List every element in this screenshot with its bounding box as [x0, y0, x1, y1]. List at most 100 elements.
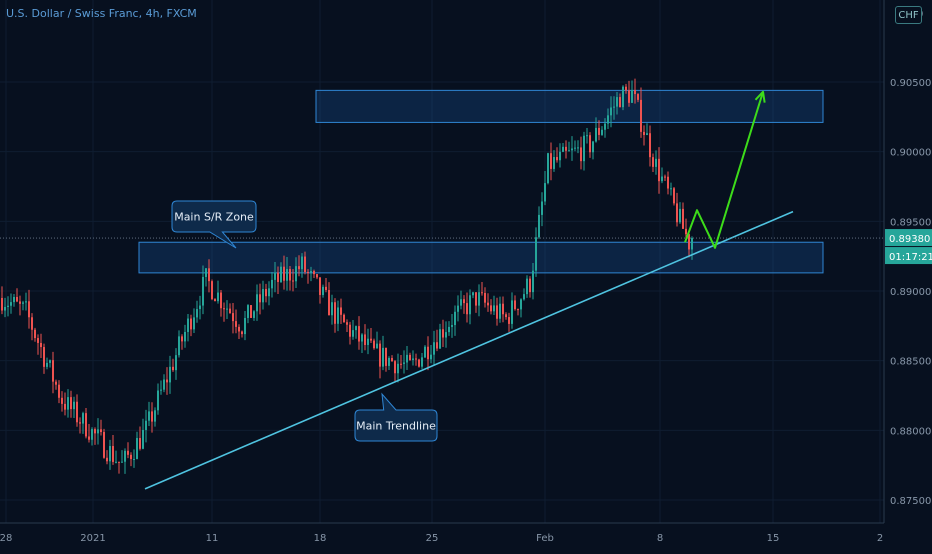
bear-candle: [565, 146, 567, 151]
bull-candle: [526, 278, 528, 295]
bear-candle: [685, 228, 687, 235]
bull-candle: [691, 238, 693, 250]
current-price-badge: [885, 229, 932, 247]
bear-candle: [223, 308, 225, 310]
bull-candle: [454, 311, 456, 326]
price-axis-bg: [884, 0, 932, 550]
bull-candle: [133, 458, 135, 460]
bear-candle: [550, 153, 552, 169]
bear-candle: [289, 269, 291, 281]
bear-candle: [298, 266, 300, 270]
main-trendline: [144, 210, 794, 490]
support-resistance-zone: [138, 241, 824, 274]
bear-candle: [496, 305, 498, 319]
bull-candle: [430, 354, 432, 360]
bear-candle: [316, 274, 318, 278]
candles: [1, 78, 693, 474]
bull-candle: [376, 343, 378, 349]
bear-candle: [481, 292, 483, 294]
bear-candle: [307, 271, 309, 273]
bear-candle: [415, 358, 417, 360]
bull-candle: [49, 360, 51, 363]
bear-candle: [265, 289, 267, 297]
price-tick-label: 0.87500: [890, 496, 931, 507]
bear-candle: [79, 422, 81, 424]
bear-candle: [61, 397, 63, 404]
bull-candle: [154, 410, 156, 422]
bear-candle: [52, 360, 54, 382]
bear-candle: [643, 131, 645, 135]
bear-candle: [466, 303, 468, 315]
time-axis-bg: [0, 523, 884, 550]
bull-candle: [538, 214, 540, 238]
bull-candle: [226, 308, 228, 310]
bear-candle: [235, 321, 237, 327]
price-tick-label: 0.90500: [890, 78, 931, 89]
bear-candle: [232, 313, 234, 322]
time-tick-label: Feb: [536, 533, 554, 544]
bear-candle: [373, 340, 375, 349]
bear-candle: [589, 135, 591, 153]
price-tick-label: 0.90000: [890, 148, 931, 159]
bear-candle: [112, 446, 114, 462]
bear-candle: [241, 331, 243, 335]
bull-candle: [202, 276, 204, 306]
bull-candle: [310, 271, 312, 273]
bear-candle: [409, 354, 411, 361]
time-tick-label: 25: [426, 533, 439, 544]
bear-candle: [211, 281, 213, 300]
bear-candle: [418, 359, 420, 367]
bull-candle: [301, 256, 303, 270]
bull-candle: [4, 306, 6, 311]
time-tick-label: 2: [877, 533, 883, 544]
bull-candle: [109, 446, 111, 462]
bull-candle: [535, 237, 537, 271]
bear-candle: [334, 302, 336, 324]
bear-candle: [166, 379, 168, 383]
bear-candle: [94, 429, 96, 434]
bear-candle: [172, 366, 174, 371]
bear-candle: [484, 292, 486, 303]
bull-candle: [178, 336, 180, 356]
bull-candle: [46, 362, 48, 367]
bear-candle: [688, 234, 690, 250]
bull-candle: [193, 317, 195, 330]
bear-candle: [103, 432, 105, 458]
bull-candle: [367, 338, 369, 345]
time-tick-label: 18: [314, 533, 327, 544]
bull-candle: [115, 461, 117, 463]
bull-candle: [142, 429, 144, 449]
bull-candle: [187, 318, 189, 332]
bull-candle: [559, 151, 561, 161]
callouts: Main S/R Zone Main Trendline: [171, 200, 438, 442]
bear-candle: [127, 450, 129, 455]
time-tick-label: 15: [767, 533, 780, 544]
bull-candle: [583, 135, 585, 162]
currency-badge[interactable]: CHF: [895, 6, 922, 24]
bear-candle: [370, 338, 372, 341]
chart-title: U.S. Dollar / Swiss Franc, 4h, FXCM: [6, 7, 197, 20]
bull-candle: [337, 307, 339, 324]
bear-candle: [658, 158, 660, 182]
bear-candle: [313, 271, 315, 275]
bear-candle: [634, 90, 636, 95]
bull-candle: [607, 115, 609, 124]
bear-candle: [319, 277, 321, 295]
bear-candle: [628, 90, 630, 103]
bear-candle: [70, 397, 72, 410]
trendlines: [0, 90, 884, 490]
bull-candle: [670, 188, 672, 190]
bear-candle: [238, 326, 240, 332]
bull-candle: [22, 302, 24, 304]
bull-candle: [322, 286, 324, 295]
bear-candle: [340, 307, 342, 315]
time-tick-label: 11: [206, 533, 219, 544]
bull-candle: [169, 366, 171, 383]
bear-candle: [151, 411, 153, 422]
bull-candle: [460, 299, 462, 306]
bull-candle: [523, 294, 525, 300]
bull-candle: [82, 413, 84, 424]
bull-candle: [586, 135, 588, 137]
